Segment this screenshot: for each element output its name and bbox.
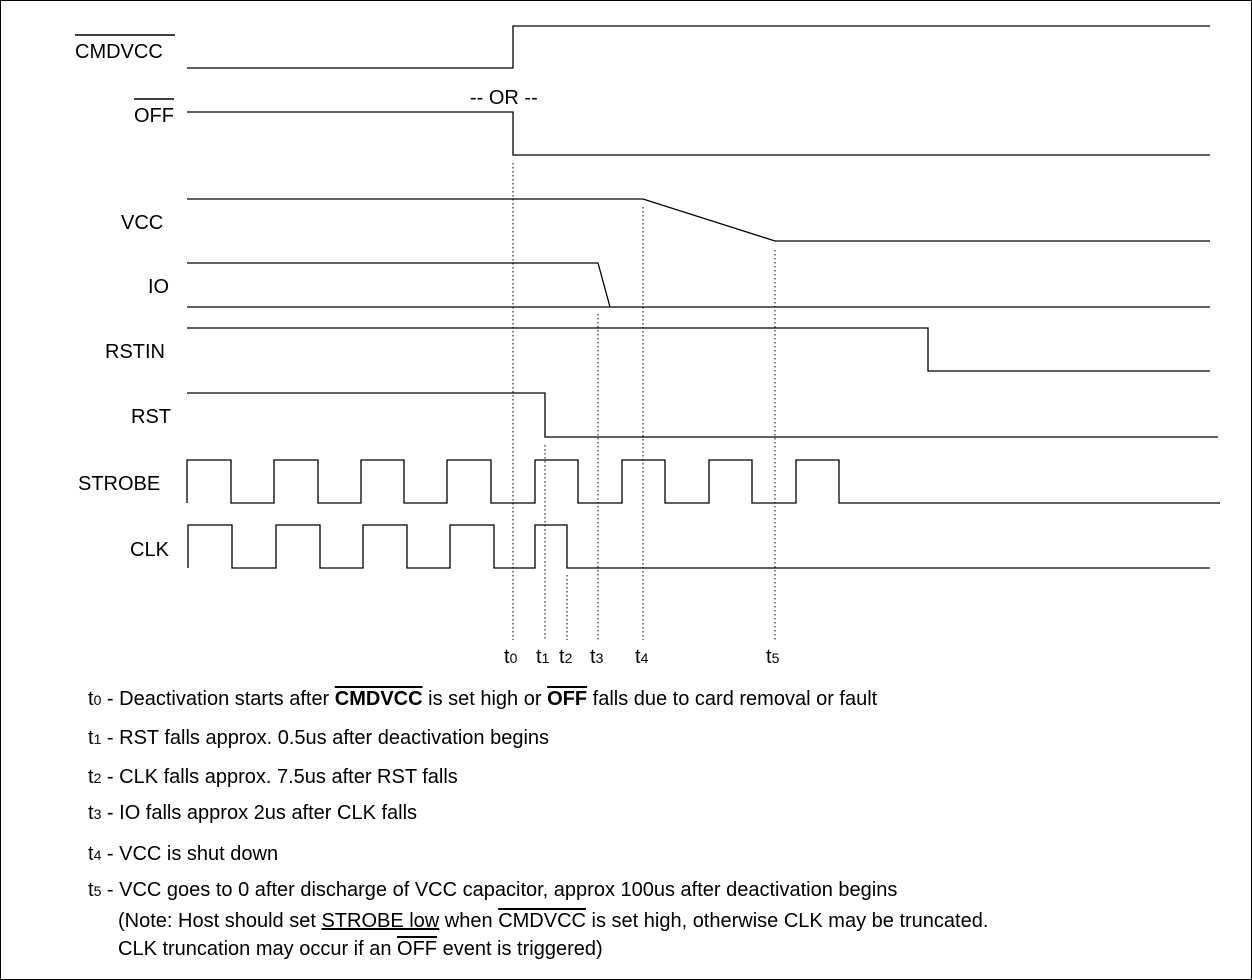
note-host-strobe: (Note: Host should set STROBE low when C… xyxy=(118,910,989,932)
wave-off xyxy=(187,111,1210,156)
wave-cmdvcc xyxy=(187,25,1210,69)
label-rst: RST xyxy=(131,406,171,428)
timing-diagram: CMDVCC OFF VCC IO RSTIN RST STROBE CLK -… xyxy=(75,25,1220,668)
or-annotation: -- OR -- xyxy=(470,87,538,109)
tick-t5: t5 xyxy=(766,646,780,668)
tick-t0: t0 xyxy=(504,646,518,668)
tick-t4: t4 xyxy=(635,646,649,668)
tick-t3: t3 xyxy=(590,646,604,668)
wave-strobe xyxy=(186,459,1220,504)
note-clk-truncation: CLK truncation may occur if an OFF event… xyxy=(118,938,603,960)
note-t3: t3 - IO falls approx 2us after CLK falls xyxy=(88,802,418,824)
tick-t1: t1 xyxy=(536,646,550,668)
wave-vcc xyxy=(187,198,1210,242)
note-t0: t0 - Deactivation starts after CMDVCC is… xyxy=(88,688,878,710)
label-clk: CLK xyxy=(130,539,170,561)
note-t0-off: OFF xyxy=(547,688,588,710)
label-rstin: RSTIN xyxy=(105,341,165,363)
label-io: IO xyxy=(148,276,169,298)
note-t5: t5 - VCC goes to 0 after discharge of VC… xyxy=(88,879,898,901)
wave-io-high xyxy=(187,262,611,308)
wave-clk xyxy=(187,524,1210,569)
note-t2: t2 - CLK falls approx. 7.5us after RST f… xyxy=(88,766,458,788)
wave-rst xyxy=(187,392,1218,438)
label-strobe: STROBE xyxy=(78,473,160,495)
label-cmdvcc: CMDVCC xyxy=(75,41,163,63)
note-t0-cmdvcc: CMDVCC xyxy=(334,688,423,710)
note-t4: t4 - VCC is shut down xyxy=(88,843,279,865)
wave-rstin xyxy=(187,327,1210,372)
label-vcc: VCC xyxy=(121,212,163,234)
tick-t2: t2 xyxy=(559,646,573,668)
note-t1: t1 - RST falls approx. 0.5us after deact… xyxy=(88,727,550,749)
label-off: OFF xyxy=(134,105,174,127)
